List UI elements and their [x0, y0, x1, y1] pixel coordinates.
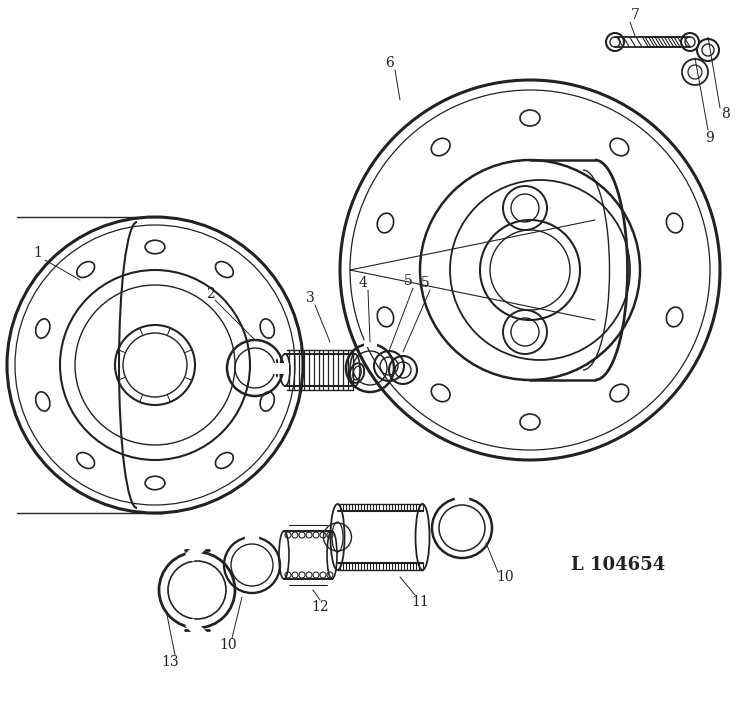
- Text: 5: 5: [421, 276, 429, 290]
- Text: 10: 10: [219, 638, 237, 652]
- Text: 10: 10: [496, 570, 514, 584]
- Text: 12: 12: [311, 600, 328, 614]
- Text: 13: 13: [161, 655, 178, 669]
- Text: 4: 4: [358, 276, 368, 290]
- Text: 11: 11: [411, 595, 429, 609]
- Text: 7: 7: [631, 8, 640, 22]
- Text: 2: 2: [206, 287, 214, 301]
- Text: 3: 3: [306, 291, 314, 305]
- Text: L 104654: L 104654: [571, 556, 665, 574]
- Text: 6: 6: [386, 56, 394, 70]
- Text: 5: 5: [404, 274, 412, 288]
- Text: 1: 1: [34, 246, 43, 260]
- Text: 9: 9: [706, 131, 714, 145]
- Text: 8: 8: [722, 107, 730, 121]
